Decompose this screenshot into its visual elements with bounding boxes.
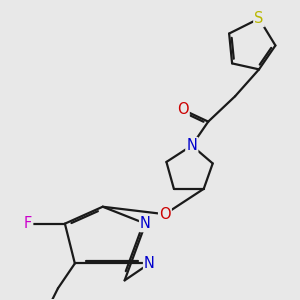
Text: N: N	[186, 138, 197, 153]
Text: N: N	[144, 256, 155, 271]
Text: N: N	[140, 216, 151, 231]
Text: O: O	[159, 207, 171, 222]
Text: F: F	[24, 216, 32, 231]
Text: S: S	[254, 11, 264, 26]
Text: O: O	[177, 102, 189, 117]
